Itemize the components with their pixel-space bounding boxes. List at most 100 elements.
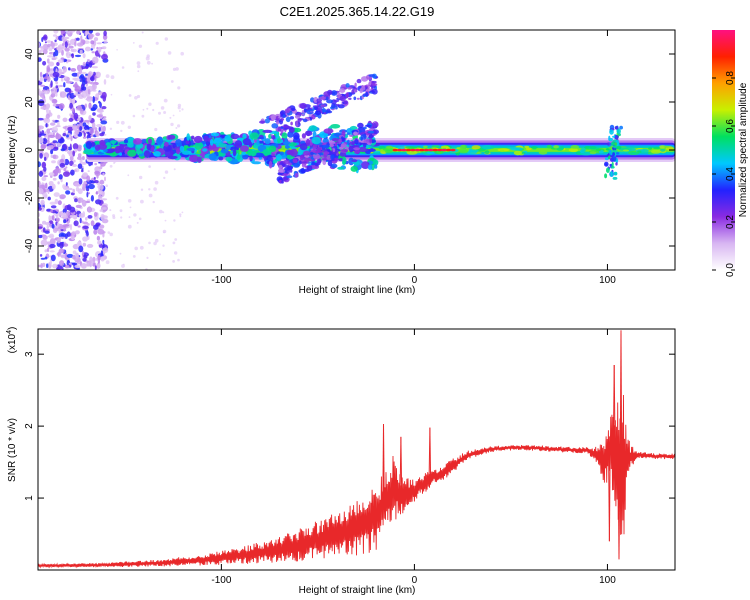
- noise-mark: [74, 230, 80, 235]
- noise-mark: [120, 129, 123, 133]
- noise-mark: [42, 61, 47, 66]
- turbulence-blob: [110, 140, 117, 145]
- noise-mark: [68, 117, 74, 122]
- noise-mark: [96, 124, 103, 128]
- noise-mark: [87, 89, 91, 95]
- noise-mark: [73, 93, 80, 96]
- noise-mark: [110, 75, 115, 80]
- noise-mark: [155, 41, 159, 45]
- noise-mark: [76, 252, 79, 259]
- noise-mark: [153, 241, 157, 246]
- noise-mark: [69, 143, 72, 151]
- branch-blob: [320, 155, 324, 158]
- noise-mark: [180, 51, 184, 56]
- snr-multiplier: (x104): [6, 327, 18, 354]
- branch-blob: [307, 109, 315, 112]
- noise-mark: [93, 211, 98, 217]
- turbulence-blob: [208, 143, 217, 150]
- disturbance-blob: [610, 166, 615, 169]
- central-band-blob: [589, 151, 597, 155]
- noise-mark: [74, 85, 82, 92]
- noise-mark: [133, 213, 137, 217]
- branch-blob: [299, 102, 307, 109]
- snr-panel: -100 0 100 1 2 3 Height of straight line (km…: [6, 327, 676, 596]
- branch-blob: [287, 166, 292, 171]
- branch-blob: [330, 90, 338, 96]
- noise-mark: [58, 248, 65, 254]
- branch-blob: [354, 139, 359, 145]
- noise-mark: [73, 220, 79, 227]
- noise-mark: [105, 74, 110, 78]
- noise-mark: [101, 207, 107, 210]
- noise-mark: [38, 188, 44, 195]
- noise-mark: [153, 187, 157, 191]
- noise-mark: [62, 43, 65, 46]
- noise-mark: [137, 70, 140, 73]
- noise-mark: [64, 264, 70, 269]
- turbulence-blob: [372, 159, 379, 166]
- noise-mark: [60, 30, 66, 35]
- noise-mark: [98, 126, 102, 132]
- noise-mark: [50, 254, 56, 262]
- disturbance-blob: [616, 146, 622, 150]
- turbulence-blob: [186, 147, 196, 152]
- noise-mark: [38, 234, 43, 239]
- noise-mark: [96, 190, 98, 195]
- noise-mark: [88, 33, 94, 40]
- central-band-blob: [622, 149, 630, 152]
- noise-mark: [67, 126, 74, 132]
- branch-blob: [364, 124, 372, 127]
- branch-blob: [345, 83, 350, 88]
- noise-mark: [134, 96, 138, 100]
- central-band-blob: [423, 145, 428, 148]
- chart-title: C2E1.2025.365.14.22.G19: [280, 4, 435, 19]
- noise-mark: [38, 207, 42, 211]
- strong-peak: [410, 148, 416, 152]
- noise-mark: [55, 166, 60, 174]
- noise-mark: [41, 176, 47, 181]
- noise-mark: [99, 224, 105, 229]
- noise-mark: [74, 264, 81, 269]
- branch-blob: [325, 96, 329, 101]
- noise-mark: [102, 239, 105, 245]
- noise-mark: [59, 260, 65, 267]
- noise-mark: [41, 37, 44, 42]
- turbulence-blob: [127, 149, 137, 157]
- x-tick-label: -100: [211, 275, 231, 286]
- noise-mark: [40, 199, 45, 206]
- noise-mark: [102, 172, 105, 177]
- noise-mark: [172, 114, 175, 117]
- noise-mark: [52, 154, 57, 159]
- noise-mark: [54, 49, 59, 57]
- noise-mark: [159, 253, 161, 256]
- noise-mark: [70, 188, 73, 191]
- branch-blob: [303, 150, 310, 156]
- noise-mark: [64, 75, 67, 79]
- noise-mark: [38, 125, 44, 130]
- noise-mark: [62, 133, 67, 137]
- noise-mark: [51, 223, 55, 229]
- strong-peak: [441, 148, 447, 152]
- noise-mark: [74, 54, 82, 58]
- branch-blob: [280, 118, 285, 121]
- y-tick-label: 1: [24, 495, 35, 501]
- snr-y-label: SNR (10 * v/v): [7, 418, 18, 482]
- noise-mark: [170, 122, 174, 127]
- noise-mark: [146, 107, 149, 110]
- noise-mark: [48, 47, 53, 52]
- noise-mark: [65, 182, 68, 186]
- noise-mark: [148, 241, 151, 245]
- disturbance-blob: [612, 135, 616, 138]
- turbulence-blob: [123, 139, 129, 144]
- noise-mark: [75, 204, 82, 209]
- turbulence-blob: [288, 142, 298, 147]
- noise-mark: [55, 85, 59, 89]
- snr-x-label: Height of straight line (km): [299, 585, 416, 596]
- noise-mark: [44, 256, 48, 260]
- noise-mark: [45, 122, 48, 128]
- turbulence-blob: [83, 149, 93, 155]
- turbulence-blob: [85, 141, 92, 149]
- turbulence-blob: [190, 135, 195, 140]
- noise-mark: [89, 82, 96, 85]
- noise-mark: [69, 206, 76, 213]
